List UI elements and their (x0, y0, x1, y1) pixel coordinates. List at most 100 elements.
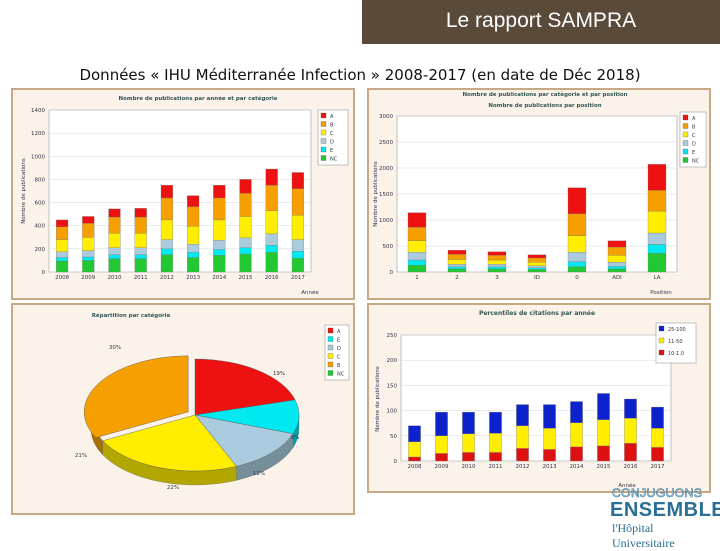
x-tick-label: LA (654, 275, 661, 281)
bar-segment (239, 247, 252, 255)
bar-segment (56, 260, 69, 273)
logo: CONJUGUONS ENSEMBLE l'Hôpital Universita… (606, 486, 720, 550)
bar-segment (213, 249, 226, 256)
x-tick-label: 2008 (55, 275, 69, 281)
bar-segment (56, 226, 69, 240)
bar-segment (407, 259, 427, 266)
bar-segment (239, 253, 252, 273)
bar-segment (108, 233, 121, 248)
bar-segment (435, 453, 448, 462)
bar-segment (647, 190, 667, 212)
x-tick-label: 2016 (624, 464, 638, 470)
panel-pie-category: Répartition par catégorie 19% 9% 12% 22% 21% 3… (11, 303, 355, 515)
legend-swatch (682, 123, 689, 129)
chart-title: Percentiles de citations par année (479, 310, 595, 317)
bar-segment (647, 253, 667, 273)
legend-label: C (330, 131, 334, 137)
legend-swatch (320, 121, 327, 127)
panel-bar-percentiles: Percentiles de citations par année 0 50 100… (367, 303, 711, 493)
bar-segment (160, 254, 173, 273)
bar-segment (527, 265, 547, 268)
bar-segment (56, 251, 69, 258)
bar-segment (447, 254, 467, 260)
bar-segment (239, 193, 252, 217)
pie-data-label: 21% (75, 453, 87, 459)
x-tick-label: ID (534, 275, 540, 281)
legend-label: B (330, 123, 334, 129)
x-tick-label: 2009 (81, 275, 95, 281)
legend-swatch (658, 349, 665, 356)
x-tick-label: 2011 (489, 464, 503, 470)
bar-segment (487, 255, 507, 261)
pie-data-label: 30% (109, 345, 121, 351)
x-tick-label: 1 (415, 275, 419, 281)
bar-segment (160, 197, 173, 221)
bar-segment (487, 259, 507, 265)
pie-data-label: 12% (253, 471, 265, 477)
bar-segment (160, 239, 173, 250)
y-tick-label: 600 (35, 201, 46, 207)
header-title: Le rapport SAMPRA (445, 9, 637, 32)
bar-segment (56, 219, 69, 228)
x-tick-label: 0 (575, 275, 579, 281)
bar-segment (607, 255, 627, 263)
pie-data-label: 9% (291, 435, 300, 441)
bar-segment (447, 268, 467, 273)
bar-segment (187, 252, 200, 258)
bar-segment (567, 266, 587, 273)
x-tick-label: 2010 (108, 275, 122, 281)
bar-segment (567, 235, 587, 253)
y-tick-label: 200 (387, 358, 398, 364)
bar-segment (265, 245, 278, 253)
legend-swatch (658, 337, 665, 344)
bar-segment (607, 240, 627, 248)
bar-segment (291, 257, 304, 273)
pie-data-label: 19% (273, 371, 285, 377)
bar-segment (291, 251, 304, 259)
bar-segment (607, 268, 627, 273)
y-axis-label: Nombre de publications (375, 366, 381, 432)
legend-label: C (692, 133, 696, 139)
bar-segment (213, 219, 226, 241)
bar-segment (527, 269, 547, 273)
header-bar: Le rapport SAMPRA (362, 0, 720, 44)
bar-segment (647, 211, 667, 234)
bar-segment (213, 255, 226, 273)
x-tick-label: 2014 (212, 275, 226, 281)
bar-segment (213, 197, 226, 221)
bar-segment (265, 233, 278, 246)
x-tick-label: 2015 (597, 464, 611, 470)
bar-segment (108, 208, 121, 218)
bar-segment (597, 419, 610, 447)
bar-segment (624, 418, 637, 444)
chart-citation-percentiles: Percentiles de citations par année 0 50 100… (375, 310, 697, 489)
y-tick-label: 500 (383, 244, 394, 250)
page-subtitle: Données « IHU Méditerranée Infection » 2… (79, 66, 641, 84)
bar-segment (134, 254, 147, 259)
bar-segment (527, 254, 547, 259)
bar-segment (407, 212, 427, 228)
legend-swatch (682, 148, 689, 155)
y-tick-label: 1200 (31, 131, 45, 137)
y-tick-label: 150 (387, 383, 398, 389)
legend-label: D (692, 142, 696, 148)
bar-segment (407, 265, 427, 273)
bar-segment (82, 237, 95, 251)
pie-data-label: 22% (167, 485, 179, 491)
bar-segment (82, 250, 95, 258)
chart-category-pie: Répartition par catégorie 19% 9% 12% 22% 21% 3… (75, 312, 350, 491)
pie-slice (102, 414, 237, 472)
legend-label: D (337, 346, 341, 352)
bar-segment (407, 227, 427, 241)
pie-slice (194, 414, 294, 467)
y-tick-label: 2500 (379, 140, 393, 146)
legend-swatch (327, 336, 334, 342)
bar-segment (489, 433, 502, 453)
bar-segment (408, 425, 421, 442)
logo-line2: ENSEMBLE (610, 499, 720, 521)
bar-segment (447, 266, 467, 270)
y-axis-label: Nombre de publications (373, 161, 379, 227)
bar-segment (516, 404, 529, 426)
y-tick-label: 0 (42, 270, 46, 276)
x-tick-label: 2012 (516, 464, 530, 470)
